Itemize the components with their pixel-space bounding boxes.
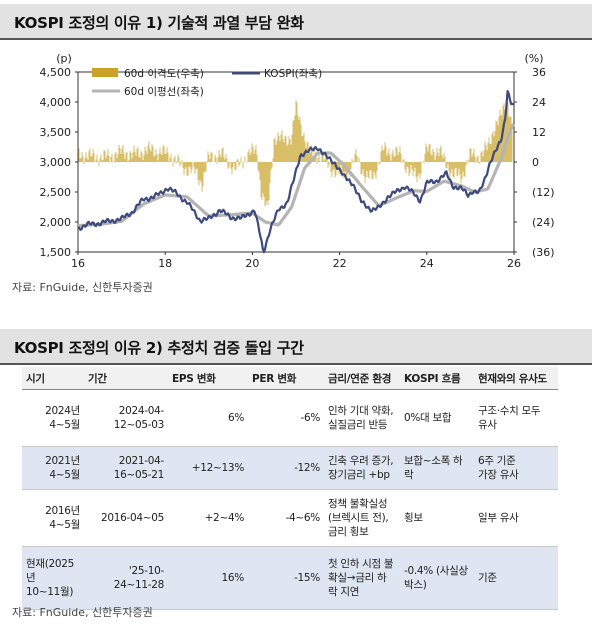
- cell-kospi: 횡보: [400, 489, 474, 547]
- cell-per: -6%: [248, 389, 324, 447]
- right-tick-label: 12: [532, 126, 546, 139]
- table-source: 자료: FnGuide, 신한투자증권: [12, 606, 153, 619]
- x-tick-label: 16: [71, 257, 85, 270]
- right-tick-label: 24: [532, 96, 546, 109]
- table-row: 2024년 4~5월 2024-04- 12~05-03 6% -6% 인하 기대 약화,…: [22, 389, 558, 447]
- cell-range: 2021-04- 16~05-21: [84, 446, 168, 490]
- x-tick-label: 20: [245, 257, 259, 270]
- table-row: 현재(2025년 10~11월) '25-10- 24~11-28 16% -15% 첫 인…: [22, 546, 558, 610]
- section2-title-bar: KOSPI 조정의 이유 2) 추정치 검증 돌입 구간: [0, 329, 592, 365]
- cell-similarity: 기준: [474, 546, 558, 610]
- cell-period: 현재(2025년 10~11월): [22, 546, 84, 610]
- table-row: 2021년 4~5월 2021-04- 16~05-21 +12~13% -12% 긴축 …: [22, 446, 558, 490]
- cell-period: 2024년 4~5월: [22, 389, 84, 447]
- cell-period: 2021년 4~5월: [22, 446, 84, 490]
- legend-label: KOSPI(좌축): [264, 68, 322, 80]
- right-tick-label: (36): [532, 246, 555, 259]
- section1-title-bar: KOSPI 조정의 이유 1) 기술적 과열 부담 완화: [0, 4, 592, 40]
- cell-eps: +12~13%: [168, 446, 248, 490]
- cell-eps: +2~4%: [168, 489, 248, 547]
- cell-per: -4~6%: [248, 489, 324, 547]
- left-tick-label: 3,500: [40, 126, 72, 139]
- cell-kospi: 보합~소폭 하락: [400, 446, 474, 490]
- kospi-line: [77, 90, 514, 254]
- left-tick-label: 4,500: [40, 66, 72, 79]
- cell-per: -12%: [248, 446, 324, 490]
- left-tick-label: 2,000: [40, 216, 72, 229]
- cell-rates: 정책 불확실성 (브렉시트 전), 금리 횡보: [324, 489, 400, 547]
- legend-label: 60d 이격도(우축): [124, 67, 204, 80]
- left-tick-label: 2,500: [40, 186, 72, 199]
- left-tick-label: 1,500: [40, 246, 72, 259]
- cell-eps: 16%: [168, 546, 248, 610]
- cell-period: 2016년 4~5월: [22, 489, 84, 547]
- chart-source: 자료: FnGuide, 신한투자증권: [12, 281, 153, 294]
- right-unit-label: (%): [524, 52, 543, 65]
- header-rates: 금리/연준 환경: [324, 367, 400, 390]
- cell-range: 2016-04~05: [84, 489, 168, 547]
- cell-similarity: 6주 기준 가장 유사: [474, 446, 558, 490]
- ma-line: [77, 123, 516, 228]
- x-tick-label: 24: [420, 257, 434, 270]
- cell-rates: 인하 기대 약화, 실질금리 반등: [324, 389, 400, 447]
- right-tick-label: 36: [532, 66, 546, 79]
- right-tick-label: 0: [532, 156, 539, 169]
- header-kospi: KOSPI 흐름: [400, 367, 474, 390]
- cell-per: -15%: [248, 546, 324, 610]
- left-tick-label: 3,000: [40, 156, 72, 169]
- cell-similarity: 일부 유사: [474, 489, 558, 547]
- section2-title: KOSPI 조정의 이유 2) 추정치 검증 돌입 구간: [14, 339, 304, 357]
- comparison-table: 시기 기간 EPS 변화 PER 변화 금리/연준 환경 KOSPI 흐름 현재…: [22, 367, 558, 610]
- header-period: 시기: [22, 367, 84, 390]
- cell-eps: 6%: [168, 389, 248, 447]
- cell-rates: 긴축 우려 증가, 장기금리 +bp: [324, 446, 400, 490]
- header-eps: EPS 변화: [168, 367, 248, 390]
- legend-label: 60d 이평선(좌축): [124, 86, 204, 98]
- cell-range: 2024-04- 12~05-03: [84, 389, 168, 447]
- header-range: 기간: [84, 367, 168, 390]
- x-tick-label: 22: [333, 257, 347, 270]
- legend-swatch-deviation: [92, 68, 118, 77]
- kospi-chart: 1,500 2,000 2,500 3,000 3,500 4,000 4,500 (36) (…: [40, 52, 555, 270]
- x-tick-label: 18: [158, 257, 172, 270]
- right-tick-label: (12): [532, 186, 555, 199]
- deviation-bars: [78, 97, 513, 207]
- table-header-row: 시기 기간 EPS 변화 PER 변화 금리/연준 환경 KOSPI 흐름 현재…: [22, 367, 558, 390]
- header-per: PER 변화: [248, 367, 324, 390]
- section1-title: KOSPI 조정의 이유 1) 기술적 과열 부담 완화: [14, 14, 304, 32]
- chart-legend: 60d 이격도(우축) KOSPI(좌축) 60d 이평선(좌축): [92, 67, 322, 98]
- x-tick-label: 26: [507, 257, 521, 270]
- cell-kospi: 0%대 보합: [400, 389, 474, 447]
- table-row: 2016년 4~5월 2016-04~05 +2~4% -4~6% 정책 불확실성 (브렉…: [22, 489, 558, 547]
- cell-kospi: -0.4% (사실상 박스): [400, 546, 474, 610]
- cell-similarity: 구조·수치 모두 유사: [474, 389, 558, 447]
- header-similarity: 현재와의 유사도: [474, 367, 558, 390]
- right-tick-label: (24): [532, 216, 555, 229]
- left-tick-label: 4,000: [40, 96, 72, 109]
- cell-range: '25-10- 24~11-28: [84, 546, 168, 610]
- left-unit-label: (p): [56, 52, 72, 65]
